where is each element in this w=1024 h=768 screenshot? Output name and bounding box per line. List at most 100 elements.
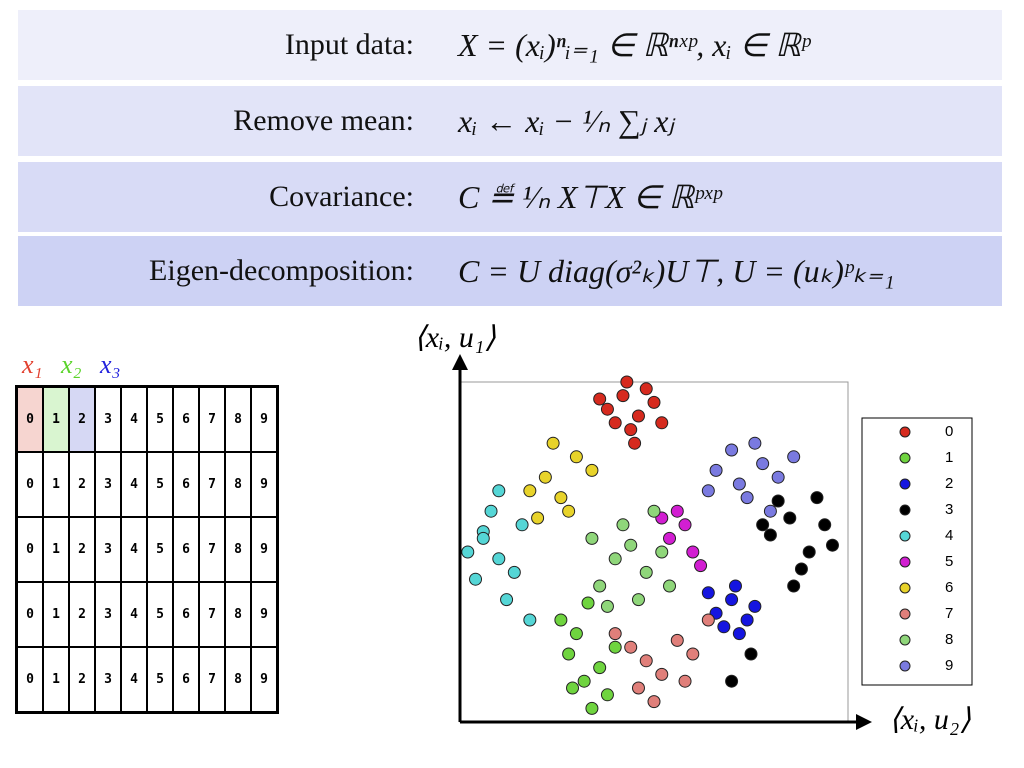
step-row: Input data: X = (xᵢ)ⁿᵢ₌₁ ∈ ℝⁿˣᵖ, xᵢ ∈ ℝᵖ [18, 10, 1002, 80]
point [740, 491, 754, 505]
point [554, 491, 568, 505]
point [732, 627, 746, 641]
digit-cell: 0 [17, 387, 43, 452]
step-formula: X = (xᵢ)ⁿᵢ₌₁ ∈ ℝⁿˣᵖ, xᵢ ∈ ℝᵖ [458, 27, 810, 63]
point [748, 436, 762, 450]
digit-cell: 2 [69, 647, 95, 712]
digit-cell: 5 [147, 647, 173, 712]
legend-label: 2 [945, 475, 953, 492]
point [608, 416, 622, 430]
point [686, 647, 700, 661]
point [728, 579, 742, 593]
point [585, 463, 599, 477]
digit-cell: 7 [199, 517, 225, 582]
step-row: Eigen-decomposition: C = U diag(σ²ₖ)U⊤, U… [18, 236, 1002, 306]
digit-cell: 5 [147, 517, 173, 582]
point [546, 436, 560, 450]
point [701, 613, 715, 627]
point [569, 627, 583, 641]
point [608, 640, 622, 654]
point [717, 620, 731, 634]
point [732, 477, 746, 491]
digit-cell: 0 [17, 517, 43, 582]
point [631, 681, 645, 695]
step-label: Input data: [284, 28, 414, 61]
point [663, 579, 677, 593]
legend-label: 6 [945, 579, 953, 596]
legend-marker [899, 504, 911, 516]
point [686, 545, 700, 559]
point [647, 695, 661, 709]
digit-cell: 2 [69, 452, 95, 517]
point [484, 504, 498, 518]
point [639, 654, 653, 668]
step-formula: xᵢ ← xᵢ − ¹⁄ₙ ∑ⱼ xⱼ [458, 103, 675, 139]
point [620, 375, 634, 389]
point [523, 613, 537, 627]
point [593, 579, 607, 593]
legend-label: 9 [945, 657, 953, 674]
point [515, 518, 529, 532]
point [593, 392, 607, 406]
digit-cell: 5 [147, 582, 173, 647]
point [569, 450, 583, 464]
point [678, 674, 692, 688]
plot-frame [459, 381, 849, 723]
digit-cell: 3 [95, 582, 121, 647]
point [585, 701, 599, 715]
point [670, 504, 684, 518]
point [593, 661, 607, 675]
digit-cell: 9 [251, 452, 277, 517]
point [818, 518, 832, 532]
point [794, 562, 808, 576]
digit-cell: 0 [17, 582, 43, 647]
point [771, 470, 785, 484]
digit-cell: 8 [225, 582, 251, 647]
point [600, 599, 614, 613]
point [624, 640, 638, 654]
point [787, 579, 801, 593]
point [771, 494, 785, 508]
legend-marker [899, 582, 911, 594]
point [763, 504, 777, 518]
step-label: Eigen-decomposition: [149, 254, 414, 287]
point [562, 647, 576, 661]
point [469, 572, 483, 586]
step-label: Remove mean: [233, 104, 414, 137]
digit-cell: 3 [95, 517, 121, 582]
digit-cell: 5 [147, 452, 173, 517]
point [562, 504, 576, 518]
legend-label: 4 [945, 527, 953, 544]
point [600, 688, 614, 702]
legend-label: 8 [945, 631, 953, 648]
legend-marker [899, 660, 911, 672]
digit-cell: 8 [225, 647, 251, 712]
digit-cell: 8 [225, 452, 251, 517]
digit-cell: 1 [43, 582, 69, 647]
step-label: Covariance: [269, 180, 414, 213]
point [647, 504, 661, 518]
legend [861, 417, 973, 686]
point [787, 450, 801, 464]
point [507, 565, 521, 579]
x-arrow [856, 714, 872, 730]
point [647, 395, 661, 409]
point [624, 423, 638, 437]
digit-cell: 9 [251, 582, 277, 647]
digit-label: x₂ [61, 350, 82, 379]
digit-cell: 4 [121, 517, 147, 582]
digit-cell: 9 [251, 387, 277, 452]
point [756, 457, 770, 471]
point [825, 538, 839, 552]
legend-label: 1 [945, 449, 953, 466]
digit-cell: 7 [199, 452, 225, 517]
digit-cell: 0 [17, 647, 43, 712]
point [725, 674, 739, 688]
legend-marker [899, 556, 911, 568]
legend-label: 7 [945, 605, 953, 622]
point [783, 511, 797, 525]
digit-cell: 4 [121, 647, 147, 712]
digit-cell: 6 [173, 582, 199, 647]
y-arrow [452, 354, 468, 370]
digit-label: x₃ [100, 350, 121, 379]
